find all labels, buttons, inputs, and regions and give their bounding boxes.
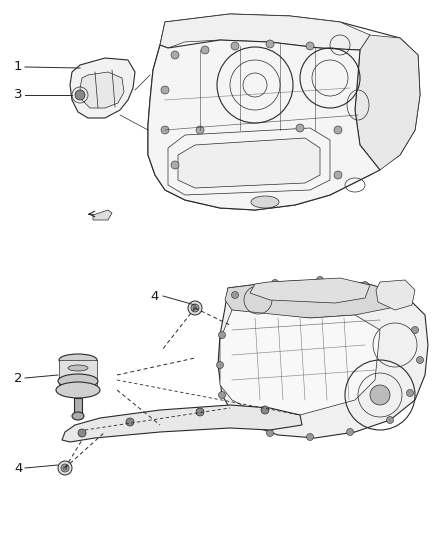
Polygon shape [225, 280, 395, 318]
Circle shape [306, 42, 314, 50]
Circle shape [395, 296, 402, 303]
Circle shape [334, 171, 342, 179]
Ellipse shape [58, 374, 98, 388]
Circle shape [196, 408, 204, 416]
Polygon shape [355, 35, 420, 170]
Polygon shape [250, 278, 370, 303]
Circle shape [171, 51, 179, 59]
Bar [59, 360, 97, 390]
Circle shape [61, 464, 69, 472]
Circle shape [219, 392, 226, 399]
Circle shape [193, 306, 197, 310]
Polygon shape [220, 310, 380, 415]
Circle shape [234, 416, 241, 424]
Circle shape [196, 126, 204, 134]
Polygon shape [376, 280, 415, 310]
Polygon shape [160, 14, 370, 50]
Text: 4: 4 [14, 462, 22, 474]
Circle shape [201, 46, 209, 54]
Ellipse shape [68, 365, 88, 371]
Ellipse shape [59, 354, 97, 366]
Circle shape [231, 42, 239, 50]
Circle shape [78, 429, 86, 437]
Circle shape [386, 416, 393, 424]
Circle shape [219, 332, 226, 338]
Polygon shape [148, 40, 380, 210]
Circle shape [191, 304, 199, 312]
Circle shape [171, 161, 179, 169]
Circle shape [406, 390, 413, 397]
Polygon shape [70, 58, 135, 118]
Polygon shape [178, 138, 320, 188]
Circle shape [58, 461, 72, 475]
Circle shape [266, 430, 273, 437]
Polygon shape [80, 72, 124, 108]
Circle shape [266, 40, 274, 48]
Circle shape [296, 124, 304, 132]
Ellipse shape [56, 382, 100, 398]
Text: 3: 3 [14, 88, 22, 101]
Circle shape [126, 418, 134, 426]
Text: 4: 4 [150, 289, 159, 303]
Circle shape [317, 277, 324, 284]
Circle shape [307, 433, 314, 440]
Circle shape [161, 126, 169, 134]
Circle shape [232, 292, 239, 298]
Circle shape [161, 86, 169, 94]
Circle shape [63, 466, 67, 470]
Circle shape [334, 126, 342, 134]
Circle shape [272, 279, 279, 287]
Circle shape [361, 281, 368, 288]
Bar [74, 398, 82, 416]
Text: 2: 2 [14, 372, 22, 384]
Circle shape [417, 357, 424, 364]
Circle shape [75, 90, 85, 100]
Ellipse shape [72, 412, 84, 420]
Circle shape [370, 385, 390, 405]
Polygon shape [93, 210, 112, 220]
Circle shape [216, 361, 223, 368]
Circle shape [411, 327, 418, 334]
Polygon shape [62, 405, 302, 442]
Text: 1: 1 [14, 61, 22, 74]
Circle shape [188, 301, 202, 315]
Circle shape [261, 406, 269, 414]
Circle shape [346, 429, 353, 435]
Ellipse shape [251, 196, 279, 208]
Polygon shape [218, 280, 428, 438]
